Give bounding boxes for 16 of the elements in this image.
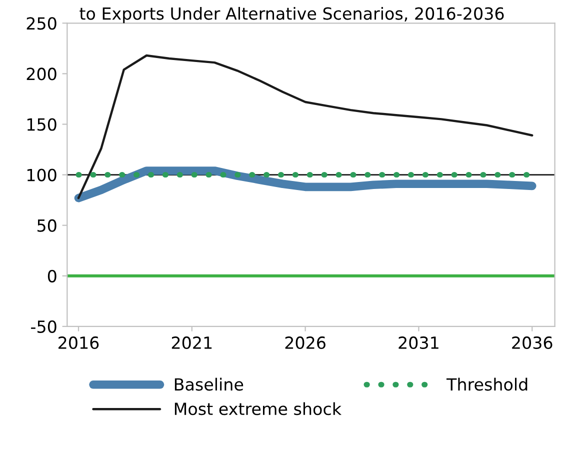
chart-title: to Exports Under Alternative Scenarios, 2016-2036 [80, 6, 504, 24]
x-tick-label: 2016 [58, 336, 99, 350]
y-tick-label: 100 [27, 168, 56, 182]
y-tick-label: 150 [27, 118, 56, 131]
legend-label: Most extreme shock [174, 402, 342, 416]
x-tick-label: 2031 [398, 336, 438, 350]
y-tick-label: 200 [26, 68, 56, 80]
x-tick-label: 2026 [285, 336, 326, 350]
x-tick-label: 2021 [172, 336, 212, 350]
y-tick-label: 250 [26, 17, 56, 30]
x-tick-label: 2036 [512, 336, 552, 350]
y-tick-label: 50 [38, 219, 56, 232]
y-tick-label: -50 [31, 320, 56, 333]
y-tick-label: 0 [48, 270, 56, 282]
legend-label: Threshold [446, 378, 528, 391]
legend-label: Baseline [174, 378, 244, 391]
